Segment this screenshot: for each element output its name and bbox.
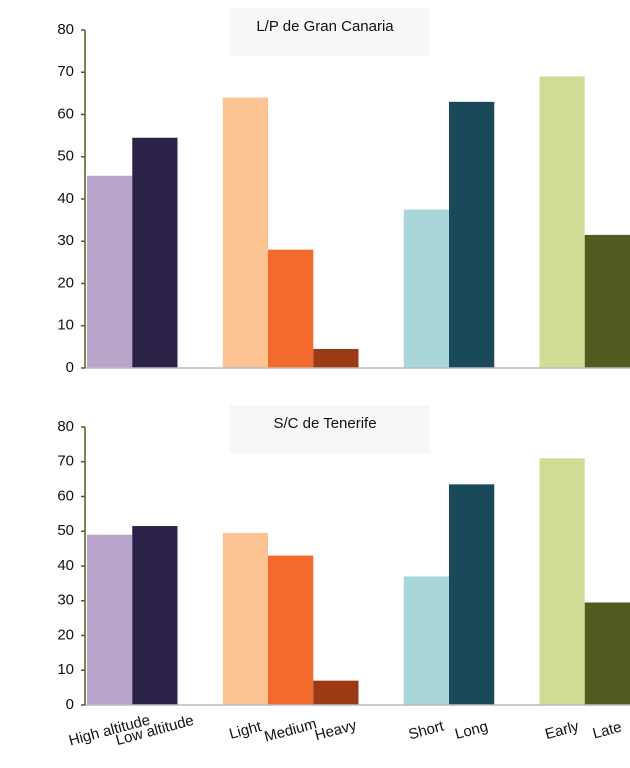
y-tick-label: 40: [57, 557, 74, 574]
bar: [449, 484, 495, 705]
x-tick-label: Short: [407, 717, 447, 743]
chart-title: L/P de Gran Canaria: [256, 18, 394, 35]
y-tick-label: 60: [57, 487, 74, 504]
x-tick-label: Late: [591, 718, 624, 742]
bar: [268, 555, 314, 705]
y-tick-label: 50: [57, 148, 74, 165]
y-tick-label: 70: [57, 453, 74, 470]
y-tick-label: 60: [57, 105, 74, 122]
y-tick-label: 30: [57, 232, 74, 249]
y-tick-label: 0: [66, 359, 74, 376]
bar: [222, 532, 268, 705]
bar: [539, 76, 585, 368]
y-tick-label: 50: [57, 522, 74, 539]
bar: [132, 526, 178, 705]
bar: [87, 175, 133, 368]
y-tick-label: 80: [57, 21, 74, 38]
y-tick-label: 80: [57, 418, 74, 435]
bar: [403, 576, 449, 705]
y-tick-label: 10: [57, 317, 74, 334]
bar: [539, 458, 585, 705]
y-tick-label: 40: [57, 190, 74, 207]
y-tick-label: 70: [57, 63, 74, 80]
chart-title: S/C de Tenerife: [273, 415, 376, 432]
bar: [403, 209, 449, 368]
bar: [313, 348, 359, 368]
title-box: [230, 405, 430, 453]
bar: [584, 234, 630, 368]
bar: [222, 97, 268, 368]
y-tick-label: 20: [57, 626, 74, 643]
bar: [132, 137, 178, 368]
bar: [313, 680, 359, 705]
y-tick-label: 0: [66, 696, 74, 713]
x-tick-label: Light: [227, 718, 264, 743]
bar: [268, 249, 314, 368]
bar: [584, 602, 630, 705]
y-tick-label: 20: [57, 274, 74, 291]
y-tick-label: 10: [57, 661, 74, 678]
bar: [449, 101, 495, 368]
y-tick-label: 30: [57, 592, 74, 609]
x-tick-label: Medium: [263, 715, 319, 745]
x-tick-label: Early: [543, 718, 581, 743]
bar: [87, 534, 133, 705]
x-tick-label: Heavy: [313, 717, 359, 745]
title-box: [230, 8, 430, 56]
x-tick-label: Long: [453, 718, 490, 743]
